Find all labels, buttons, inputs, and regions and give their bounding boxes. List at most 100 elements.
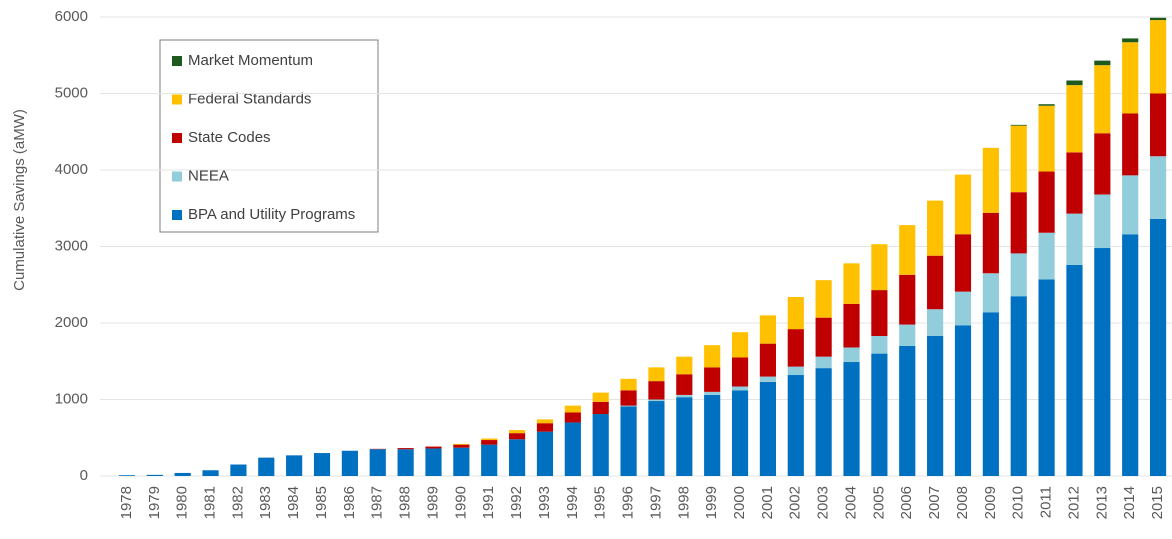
bar-segment	[648, 367, 665, 382]
bar-segment	[954, 174, 972, 235]
x-tick-label: 1989	[424, 486, 441, 519]
legend-label: BPA and Utility Programs	[188, 206, 355, 223]
x-tick-label: 2012	[1065, 486, 1082, 519]
x-tick-label: 2006	[898, 486, 915, 519]
bar-segment	[341, 450, 358, 476]
bar-segment	[509, 439, 526, 476]
bar-segment	[536, 419, 554, 424]
bar-segment	[787, 375, 804, 476]
x-tick-label: 1991	[480, 486, 497, 519]
bar-segment	[453, 444, 470, 448]
x-tick-label: 2000	[731, 486, 748, 519]
y-tick-label: 1000	[55, 390, 88, 407]
bar-segment	[174, 472, 191, 476]
legend-box	[159, 39, 379, 233]
x-tick-label: 2005	[870, 486, 887, 519]
bar-segment	[1038, 105, 1055, 172]
bar-segment	[759, 376, 776, 382]
bar-segment	[509, 430, 526, 434]
bar-segment	[1010, 296, 1027, 476]
y-tick-label: 4000	[55, 161, 88, 178]
bar-segment	[481, 444, 498, 476]
bar-segment	[815, 317, 832, 357]
x-tick-label: 2001	[759, 486, 776, 519]
legend-swatch	[172, 133, 182, 143]
bar-segment	[536, 431, 554, 476]
y-tick-label: 3000	[55, 237, 88, 254]
bar-segment	[1149, 218, 1167, 476]
bar-segment	[927, 255, 944, 310]
bar-segment	[230, 464, 247, 476]
bar-segment	[1038, 279, 1055, 476]
bar-segment	[202, 470, 219, 476]
bar-segment	[843, 362, 860, 476]
legend-swatch	[172, 94, 182, 105]
bar-segment	[481, 440, 498, 445]
bar-segment	[397, 449, 414, 476]
bar-segment	[564, 405, 581, 413]
x-tick-label: 2009	[982, 486, 999, 519]
bar-segment	[899, 345, 916, 476]
bar-segment	[481, 438, 498, 441]
bar-segment	[1038, 104, 1055, 106]
bar-segment	[620, 406, 637, 476]
bar-segment	[313, 453, 331, 476]
y-tick-label: 0	[80, 467, 88, 484]
x-tick-label: 1982	[229, 486, 246, 519]
bar-segment	[1149, 93, 1167, 157]
bar-segment	[843, 303, 860, 348]
bar-segment	[815, 368, 832, 476]
bar-segment	[676, 394, 693, 398]
bar-segment	[954, 291, 972, 326]
bar-segment	[815, 280, 832, 318]
bar-segment	[1122, 175, 1139, 235]
bar-segment	[899, 225, 916, 275]
legend: Market Momentum Federal Standards State Co…	[159, 39, 379, 233]
bar-segment	[1149, 20, 1167, 94]
bar-segment	[1010, 253, 1027, 297]
bar-segment	[787, 366, 804, 376]
legend-label: Federal Standards	[188, 90, 311, 107]
x-tick-label: 1979	[146, 486, 163, 519]
bar-segment	[1122, 113, 1139, 176]
legend-label: Market Momentum	[188, 52, 313, 69]
x-tick-label: 2002	[787, 486, 804, 519]
legend-label: State Codes	[188, 129, 271, 146]
x-tick-label: 1981	[202, 486, 219, 519]
bar-segment	[982, 273, 999, 313]
x-tick-label: 2014	[1121, 486, 1138, 519]
bar-segment	[509, 433, 526, 440]
x-tick-label: 1985	[313, 486, 330, 519]
x-tick-label: 1998	[675, 486, 692, 519]
bar-segment	[369, 449, 386, 476]
bar-segment	[787, 329, 804, 367]
bar-segment	[731, 386, 749, 391]
bar-segment	[1094, 133, 1111, 195]
x-tick-label: 2003	[815, 486, 832, 519]
bar-segment	[592, 392, 609, 402]
x-tick-label: 1984	[285, 486, 302, 519]
bar-segment	[731, 357, 749, 387]
bar-segment	[564, 412, 581, 423]
x-tick-label: 1986	[341, 486, 358, 519]
y-tick-label: 5000	[55, 84, 88, 101]
bar-segment	[676, 374, 693, 395]
x-tick-label: 1997	[647, 486, 664, 519]
bar-segment	[954, 325, 972, 476]
bar-segment	[1038, 171, 1055, 233]
x-tick-label: 1992	[508, 486, 525, 519]
bar-segment	[620, 378, 637, 391]
bar-segment	[620, 390, 637, 406]
bar-segment	[676, 356, 693, 375]
x-tick-label: 1996	[620, 486, 637, 519]
bar-segment	[648, 401, 665, 476]
bar-segment	[1149, 17, 1167, 21]
x-tick-label: 1987	[369, 486, 386, 519]
bar-segment	[731, 390, 749, 476]
bar-segment	[927, 200, 944, 256]
x-tick-label: 2011	[1038, 486, 1055, 518]
legend-swatch	[172, 171, 182, 182]
bar-segment	[676, 397, 693, 476]
bar-segment	[815, 356, 832, 369]
